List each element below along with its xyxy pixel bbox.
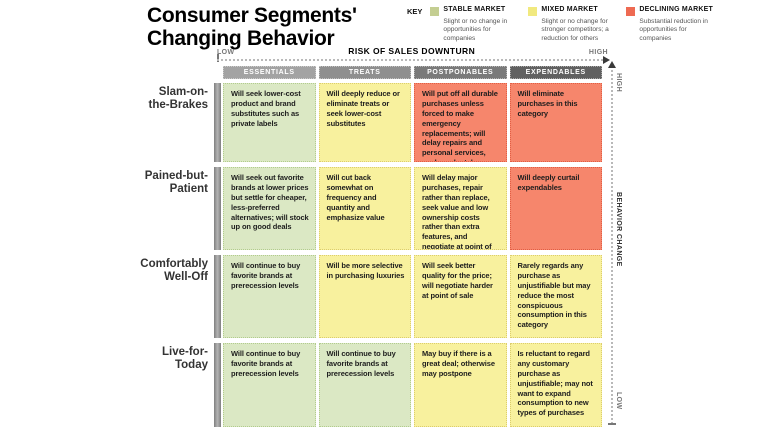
x-axis-arrow-icon xyxy=(603,56,610,64)
y-axis-bottom-tick xyxy=(608,423,616,425)
page-title: Consumer Segments' Changing Behavior xyxy=(147,4,357,50)
row-cells: Will seek lower-cost product and brand s… xyxy=(223,83,602,162)
matrix-cell: Will eliminate purchases in this categor… xyxy=(509,83,602,162)
x-axis-line xyxy=(217,59,603,61)
row-cells: Will continue to buy favorite brands at … xyxy=(223,255,602,338)
matrix-cell: Will cut back somewhat on frequency and … xyxy=(318,167,411,250)
row-accent-bar xyxy=(214,343,221,427)
matrix-cell: Will seek lower-cost product and brand s… xyxy=(223,83,316,162)
x-axis-left-tick xyxy=(217,54,219,62)
legend-item-header: STABLE MARKET xyxy=(430,6,522,16)
legend-item-header: MIXED MARKET xyxy=(528,6,620,16)
x-axis-labels: LOW RISK OF SALES DOWNTURN HIGH xyxy=(217,46,608,56)
legend-item-description: Substantial reduction in opportunities f… xyxy=(639,17,708,42)
matrix-cell: Will continue to buy favorite brands at … xyxy=(318,343,411,427)
row-accent-bar xyxy=(214,255,221,338)
y-axis-high-label: HIGH xyxy=(615,73,622,93)
legend-item-name: DECLINING MARKET xyxy=(639,6,714,13)
matrix-cell: Will delay major purchases, repair rathe… xyxy=(414,167,507,250)
matrix-cell: Rarely regards any purchase as unjustifi… xyxy=(509,255,602,338)
row-accent-bar xyxy=(214,83,221,162)
legend-item: STABLE MARKET Slight or no change in oppo… xyxy=(430,6,522,43)
row-cells: Will seek out favorite brands at lower p… xyxy=(223,167,602,250)
legend-swatch-icon xyxy=(528,6,538,16)
x-axis-low-label: LOW xyxy=(217,49,235,56)
y-axis-arrow-icon xyxy=(608,61,616,68)
matrix-cell: Will be more selective in purchasing lux… xyxy=(318,255,411,338)
matrix-cell: Will put off all durable purchases unles… xyxy=(414,83,507,162)
y-axis-low-label: LOW xyxy=(615,392,622,410)
row-cells: Will continue to buy favorite brands at … xyxy=(223,343,602,427)
legend-item-name: STABLE MARKET xyxy=(443,6,506,13)
legend-item-description: Slight or no change in opportunities for… xyxy=(443,17,508,42)
column-header: TREATS xyxy=(318,66,411,79)
column-header: POSTPONABLES xyxy=(414,66,507,79)
matrix-cell: Will deeply curtail expendables xyxy=(509,167,602,250)
x-axis-title: RISK OF SALES DOWNTURN xyxy=(348,46,476,56)
matrix-cell: Will seek out favorite brands at lower p… xyxy=(223,167,316,250)
matrix-cell: Is reluctant to regard any customary pur… xyxy=(509,343,602,427)
legend-item-header: DECLINING MARKET xyxy=(626,6,718,16)
row-accent-bar xyxy=(214,167,221,250)
legend-swatch-icon xyxy=(626,6,636,16)
matrix-cell: Will seek better quality for the price; … xyxy=(414,255,507,338)
column-header: ESSENTIALS xyxy=(223,66,316,79)
matrix-cell: May buy if there is a great deal; otherw… xyxy=(414,343,507,427)
y-axis-line xyxy=(611,70,613,424)
matrix-cell: Will deeply reduce or eliminate treats o… xyxy=(318,83,411,162)
row-label: Pained-but- Patient xyxy=(144,170,208,195)
x-axis-high-label: HIGH xyxy=(588,49,608,56)
row-label: Comfortably Well-Off xyxy=(140,258,208,283)
row-label: Live-for- Today xyxy=(162,346,208,371)
matrix-cell: Will continue to buy favorite brands at … xyxy=(223,343,316,427)
legend-item: DECLINING MARKET Substantial reduction in… xyxy=(626,6,718,43)
legend-item-name: MIXED MARKET xyxy=(541,6,598,13)
row-label: Slam-on- the-Brakes xyxy=(148,86,208,111)
legend: KEY STABLE MARKET Slight or no change in … xyxy=(407,6,718,43)
column-header: EXPENDABLES xyxy=(509,66,602,79)
column-headers: ESSENTIALS TREATS POSTPONABLES EXPENDABLES xyxy=(223,66,602,79)
legend-item-description: Slight or no change for stronger competi… xyxy=(541,17,609,42)
legend-item: MIXED MARKET Slight or no change for stro… xyxy=(528,6,620,43)
matrix-cell: Will continue to buy favorite brands at … xyxy=(223,255,316,338)
legend-label: KEY xyxy=(407,7,423,16)
legend-swatch-icon xyxy=(430,6,440,16)
y-axis-title: BEHAVIOR CHANGE xyxy=(615,192,622,267)
